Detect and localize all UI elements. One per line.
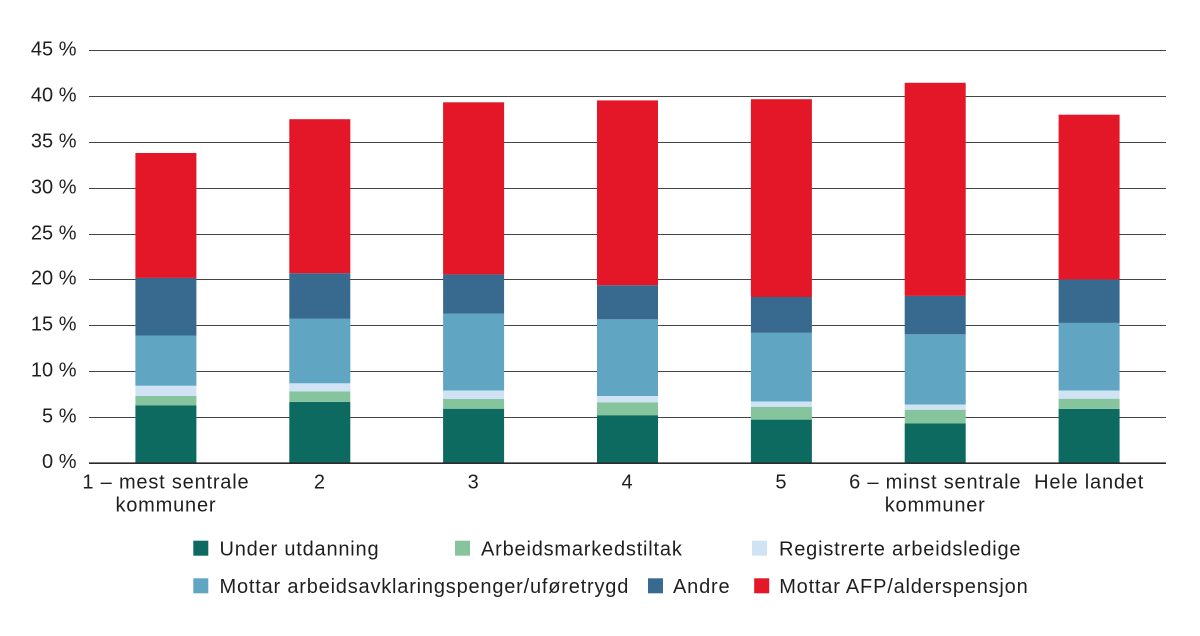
svg-text:kommuner: kommuner	[115, 495, 216, 517]
svg-text:Hele landet: Hele landet	[1034, 472, 1144, 494]
svg-text:30 %: 30 %	[31, 176, 77, 198]
svg-text:Mottar arbeidsavklaringspenger: Mottar arbeidsavklaringspenger/uføretryg…	[220, 576, 630, 598]
svg-text:6 – minst sentrale: 6 – minst sentrale	[849, 472, 1021, 494]
svg-text:3: 3	[468, 472, 480, 494]
svg-text:35 %: 35 %	[31, 130, 77, 152]
svg-text:40 %: 40 %	[31, 84, 77, 106]
svg-text:Under utdanning: Under utdanning	[220, 538, 380, 560]
svg-text:20 %: 20 %	[31, 267, 77, 289]
svg-text:kommuner: kommuner	[885, 495, 986, 517]
svg-text:Arbeidsmarkedstiltak: Arbeidsmarkedstiltak	[481, 538, 683, 560]
svg-text:5 %: 5 %	[42, 405, 77, 427]
svg-text:0 %: 0 %	[42, 451, 77, 473]
svg-text:45 %: 45 %	[31, 38, 77, 60]
svg-text:15 %: 15 %	[31, 313, 77, 335]
svg-text:4: 4	[622, 472, 634, 494]
svg-text:10 %: 10 %	[31, 359, 77, 381]
svg-text:5: 5	[775, 472, 787, 494]
svg-text:2: 2	[314, 472, 326, 494]
svg-text:Andre: Andre	[673, 576, 730, 598]
svg-text:1 – mest sentrale: 1 – mest sentrale	[82, 472, 249, 494]
svg-text:25 %: 25 %	[31, 222, 77, 244]
svg-text:Registrerte arbeidsledige: Registrerte arbeidsledige	[779, 538, 1021, 560]
svg-text:Mottar AFP/alderspensjon: Mottar AFP/alderspensjon	[779, 576, 1028, 598]
